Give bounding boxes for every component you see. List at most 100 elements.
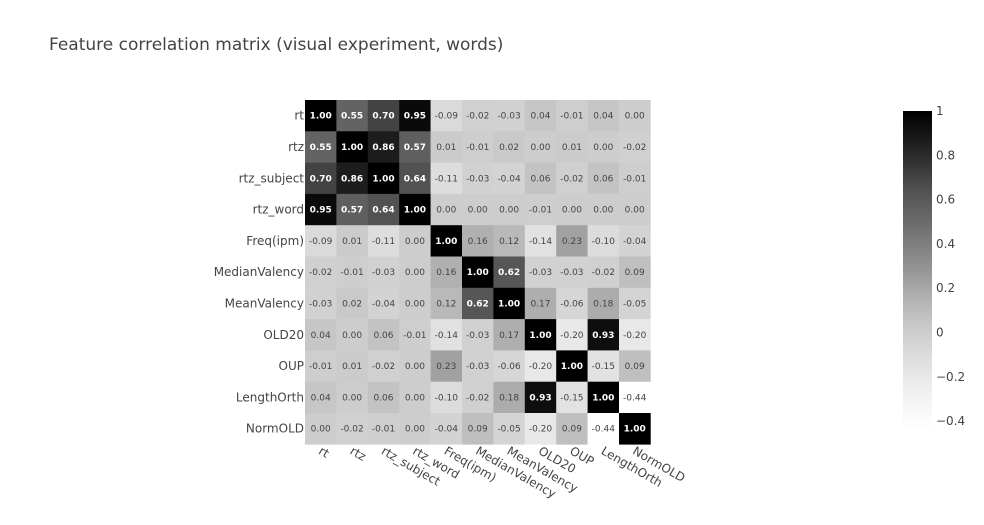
heatmap-cell-value: 1.00 [624, 425, 646, 435]
heatmap-cell [336, 193, 369, 226]
heatmap-cell [336, 256, 369, 289]
y-tick-label: rtz_word [253, 203, 304, 217]
heatmap-cell [430, 413, 463, 445]
heatmap-cell-value: 0.04 [593, 112, 613, 122]
heatmap-cell [462, 319, 494, 351]
heatmap-cell [587, 225, 620, 257]
heatmap-cell-value: -0.02 [466, 393, 489, 403]
heatmap-cell-value: 0.00 [311, 425, 331, 435]
heatmap-cell [524, 162, 557, 195]
heatmap-cell-value: -0.03 [466, 362, 489, 372]
heatmap-cell-value: 0.09 [562, 425, 582, 435]
heatmap-cell [493, 193, 526, 226]
heatmap-cell [430, 193, 463, 226]
heatmap-cell [336, 319, 369, 351]
heatmap-cell-value: 0.57 [404, 143, 426, 153]
heatmap-cell-value: -0.01 [372, 425, 395, 435]
heatmap-cell-value: 0.16 [468, 237, 488, 247]
heatmap-cell-value: 0.62 [467, 299, 489, 309]
heatmap-cell [399, 100, 431, 132]
heatmap-cell-value: 0.04 [530, 112, 550, 122]
heatmap-cell [367, 162, 400, 195]
heatmap-cell-value: 0.93 [529, 393, 551, 403]
heatmap-cell [367, 100, 400, 132]
heatmap-cell [336, 100, 369, 132]
heatmap-cell [336, 131, 369, 163]
heatmap-cell-value: 1.00 [404, 206, 426, 216]
heatmap-cell [305, 319, 337, 351]
heatmap-cell [305, 381, 337, 414]
heatmap-cell-value: 0.01 [342, 237, 362, 247]
heatmap-cell-value: 0.00 [468, 206, 488, 216]
heatmap-cell-value: -0.02 [623, 143, 646, 153]
heatmap-cell-value: 0.04 [311, 393, 331, 403]
x-tick-label: rtz [348, 444, 369, 464]
heatmap-cell-value: -0.02 [466, 112, 489, 122]
heatmap-cell [399, 256, 431, 289]
heatmap-cell [430, 131, 463, 163]
y-tick-label: MeanValency [225, 296, 304, 310]
heatmap-cell-value: 0.06 [373, 393, 393, 403]
y-tick-label: LengthOrth [236, 390, 304, 404]
heatmap-cell-value: 1.00 [341, 143, 363, 153]
y-tick-label: MedianValency [214, 265, 304, 279]
heatmap-cell [619, 256, 651, 289]
heatmap-cell-value: -0.11 [435, 174, 458, 184]
heatmap-cell-value: 0.86 [372, 143, 394, 153]
heatmap-cell-value: 0.00 [405, 362, 425, 372]
heatmap-cell [556, 413, 588, 445]
heatmap-cell-value: 0.01 [342, 362, 362, 372]
heatmap-cell-value: 0.18 [593, 299, 613, 309]
heatmap-cell-value: 0.06 [593, 174, 613, 184]
heatmap-cell-value: -0.01 [560, 112, 583, 122]
heatmap-cell-value: 0.86 [341, 174, 363, 184]
heatmap-cell-value: 1.00 [592, 393, 614, 403]
heatmap-cell [619, 100, 651, 132]
heatmap-cell-value: 0.06 [530, 174, 550, 184]
heatmap-cell-value: -0.01 [466, 143, 489, 153]
heatmap-cell [493, 131, 526, 163]
heatmap-cell [556, 256, 588, 289]
heatmap-cell [524, 225, 557, 257]
heatmap-cell-value: 0.04 [311, 331, 331, 341]
heatmap-cell [336, 162, 369, 195]
heatmap-cell-value: -0.01 [623, 174, 646, 184]
heatmap-cell [462, 131, 494, 163]
heatmap-cell-value: -0.01 [309, 362, 332, 372]
heatmap-cell-value: -0.02 [340, 425, 363, 435]
heatmap-cell [305, 256, 337, 289]
heatmap-cell-value: -0.04 [372, 299, 396, 309]
heatmap-cell-value: -0.10 [435, 393, 459, 403]
heatmap-cell-value: -0.01 [529, 206, 552, 216]
heatmap-cell-value: 1.00 [498, 299, 520, 309]
y-tick-label: NormOLD [246, 422, 304, 436]
heatmap-cell-value: -0.20 [529, 362, 553, 372]
heatmap-cell [556, 193, 588, 226]
heatmap-cell-value: 0.00 [530, 143, 550, 153]
heatmap-cell-value: 0.00 [405, 425, 425, 435]
colorbar-tick-label: 0.2 [936, 281, 955, 295]
heatmap-cell-value: 0.00 [593, 206, 613, 216]
heatmap-cell [556, 162, 588, 195]
heatmap-cell-value: -0.15 [592, 362, 615, 372]
heatmap-cell [493, 287, 526, 320]
heatmap-cell [493, 225, 526, 257]
heatmap-cell-value: 0.00 [436, 206, 456, 216]
heatmap-cell-value: 0.00 [625, 206, 645, 216]
heatmap-cell [305, 350, 337, 382]
heatmap-cell-value: 0.64 [404, 174, 426, 184]
heatmap-cell [305, 287, 337, 320]
heatmap-cell [399, 350, 431, 382]
heatmap-cell [430, 287, 463, 320]
heatmap-cell [399, 225, 431, 257]
heatmap-cell [587, 413, 620, 445]
heatmap-cell-value: 0.09 [468, 425, 488, 435]
heatmap-cell-value: -0.03 [560, 268, 583, 278]
y-tick-label: rt [294, 109, 304, 123]
heatmap-cell-value: -0.44 [623, 393, 647, 403]
heatmap-cell-value: 0.02 [342, 299, 362, 309]
heatmap-cell-value: 1.00 [529, 331, 551, 341]
heatmap-cell [587, 131, 620, 163]
heatmap-cell-value: -0.02 [560, 174, 583, 184]
